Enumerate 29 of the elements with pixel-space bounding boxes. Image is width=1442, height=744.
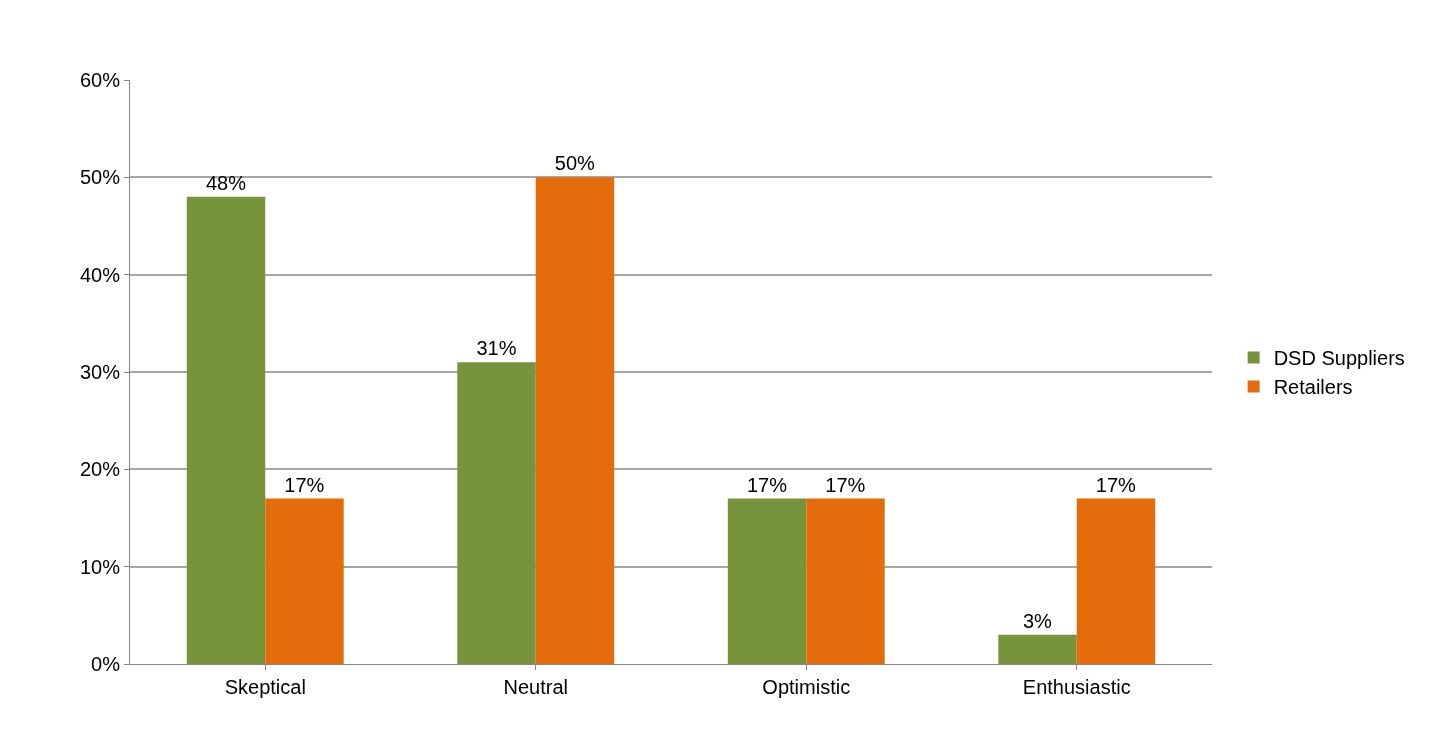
bar <box>1076 498 1156 664</box>
bar <box>457 362 536 664</box>
x-tick-label: Skeptical <box>224 676 306 698</box>
y-tick-label: 30% <box>79 361 121 383</box>
legend-label: DSD Suppliers <box>1273 347 1405 370</box>
data-label: 17% <box>746 473 788 496</box>
bar <box>806 498 885 664</box>
bar <box>265 498 344 664</box>
legend-label: Retailers <box>1273 376 1353 399</box>
data-label: 17% <box>1095 473 1137 496</box>
bar <box>186 196 266 664</box>
y-tick-label: 10% <box>79 555 121 578</box>
bar <box>535 177 615 664</box>
y-tick-label: 20% <box>79 458 121 481</box>
y-tick-label: 0% <box>91 653 121 675</box>
x-tick-label: Neutral <box>503 676 568 698</box>
y-tick-label: 60% <box>79 69 121 91</box>
data-label: 17% <box>284 473 325 496</box>
x-tick-label: Optimistic <box>762 676 851 698</box>
data-label: 17% <box>825 473 866 496</box>
y-tick-label: 40% <box>79 263 121 286</box>
bar <box>998 634 1077 664</box>
x-tick-label: Enthusiastic <box>1022 676 1131 698</box>
data-label: 50% <box>554 152 596 175</box>
data-label: 3% <box>1022 609 1053 632</box>
data-label: 31% <box>476 337 517 360</box>
data-label: 48% <box>205 171 247 194</box>
y-tick-label: 50% <box>79 166 121 189</box>
bar <box>727 498 807 664</box>
